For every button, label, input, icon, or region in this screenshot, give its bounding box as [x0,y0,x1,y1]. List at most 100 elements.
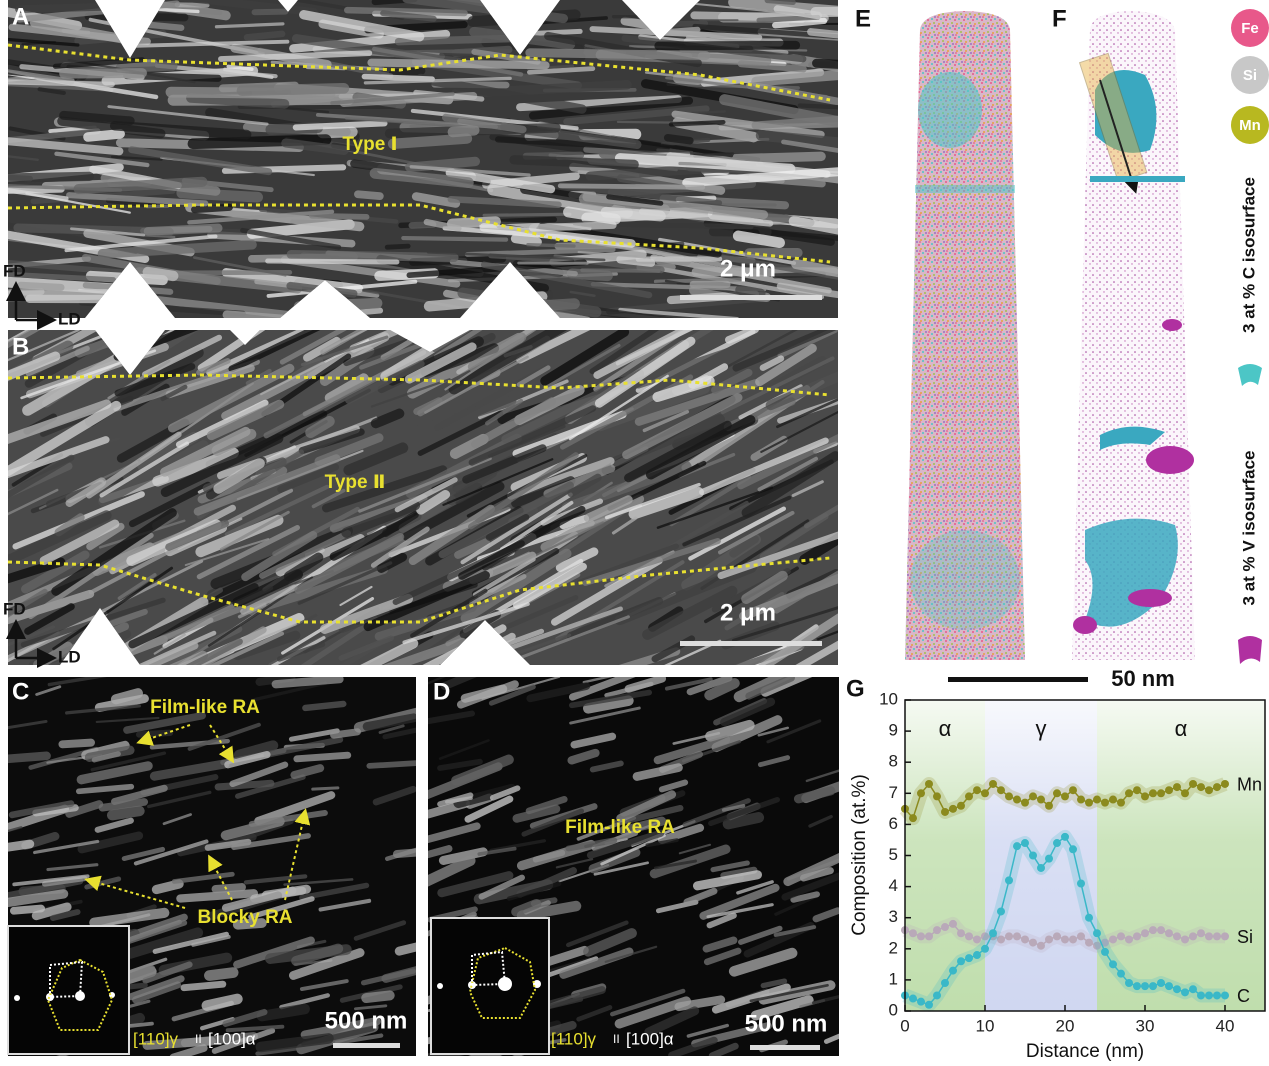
texture-streak [232,918,267,930]
texture-streak [279,993,330,1010]
v-isosurface [1128,589,1172,607]
texture-streak [720,697,776,727]
texture-streak [683,887,718,906]
texture-streak [65,704,141,715]
texture-streak [516,330,641,364]
texture-streak [668,1036,718,1056]
data-point [981,944,989,953]
data-point [1165,982,1173,991]
texture-streak [437,758,483,771]
data-point [1221,991,1229,1000]
texture-streak [460,548,572,624]
scale-bar-label: 500 nm [325,1007,408,1034]
texture-streak [682,495,792,547]
texture-streak [354,190,384,200]
texture-streak [315,112,498,129]
panel-label: G [846,675,865,702]
texture-streak [248,810,328,827]
texture-streak [468,452,579,530]
legend-label: Mn [1239,117,1261,134]
data-point [917,789,925,798]
texture-streak [699,437,829,496]
texture-streak [283,552,324,582]
texture-streak [354,1004,388,1011]
texture-streak [749,983,829,1003]
texture-streak [668,120,726,127]
texture-streak [510,234,542,247]
texture-streak [745,677,795,700]
texture-streak [540,330,630,386]
texture-streak [759,355,785,371]
data-point [1101,938,1109,947]
texture-streak [191,934,231,947]
texture-streak [219,510,290,551]
texture-streak [58,738,95,749]
data-point [1165,929,1173,938]
texture-streak [568,677,636,701]
pointer-arrow [209,724,235,764]
legend-marker [1238,636,1262,664]
texture-streak [129,39,290,48]
texture-streak [293,297,383,312]
texture-streak [152,447,239,487]
texture-streak [594,336,696,408]
data-point [1125,789,1133,798]
texture-streak [525,796,568,815]
texture-streak [446,468,498,506]
texture-streak [516,365,551,387]
texture-streak [8,454,75,504]
texture-streak [221,361,328,421]
data-point [1213,783,1221,792]
data-point [1093,929,1101,938]
texture-streak [161,631,284,665]
texture-streak [35,685,62,696]
panel-label: B [12,333,29,360]
texture-streak [98,798,149,812]
texture-streak [213,458,265,494]
atom-cluster [918,72,982,148]
texture-streak [442,458,554,506]
texture-streak [226,636,326,665]
texture-streak [628,487,704,520]
texture-streak [685,110,726,115]
texture-streak [567,748,600,765]
v-isosurface [1146,446,1194,474]
texture-streak [97,239,257,259]
texture-streak [39,519,120,566]
texture-streak [8,800,75,819]
texture-streak [686,677,733,696]
y-tick-label: 2 [889,938,898,957]
x-tick-label: 20 [1056,1016,1075,1035]
texture-streak [149,759,230,781]
texture-streak [8,751,51,764]
pointer-arrow [84,875,186,909]
texture-streak [512,804,561,823]
data-point [1117,969,1125,978]
texture-streak [737,60,807,73]
texture-streak [589,760,624,773]
data-point [1197,929,1205,938]
y-tick-label: 4 [889,876,898,895]
annotation: Blocky RA [197,907,292,928]
texture-streak [8,330,51,357]
texture-streak [642,409,690,433]
texture-streak [708,1042,739,1056]
texture-streak [480,295,540,307]
texture-streak [378,724,405,734]
texture-streak [614,562,757,626]
texture-streak [147,790,212,809]
texture-streak [8,399,112,459]
texture-streak [233,936,315,969]
texture-streak [401,235,509,242]
texture-streak [567,473,602,498]
texture-streak [128,583,259,649]
texture-streak [344,638,419,665]
data-point [925,779,933,788]
data-point [1181,988,1189,997]
annotation: Type Ⅱ [325,472,386,493]
texture-streak [8,330,80,373]
texture-streak [115,61,178,73]
texture-streak [566,268,613,282]
texture-streak [708,796,780,827]
data-point [933,991,941,1000]
